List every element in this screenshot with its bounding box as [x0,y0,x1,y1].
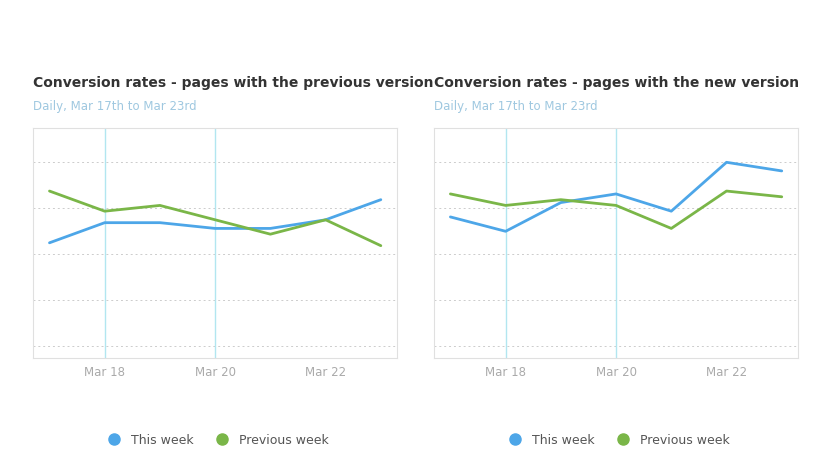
Legend: This week, Previous week: This week, Previous week [497,429,735,452]
Text: Daily, Mar 17th to Mar 23rd: Daily, Mar 17th to Mar 23rd [434,100,597,112]
Text: Conversion rates - pages with the new version: Conversion rates - pages with the new ve… [434,76,799,90]
Text: Daily, Mar 17th to Mar 23rd: Daily, Mar 17th to Mar 23rd [33,100,197,112]
Legend: This week, Previous week: This week, Previous week [96,429,334,452]
Text: Conversion rates - pages with the previous version: Conversion rates - pages with the previo… [33,76,434,90]
